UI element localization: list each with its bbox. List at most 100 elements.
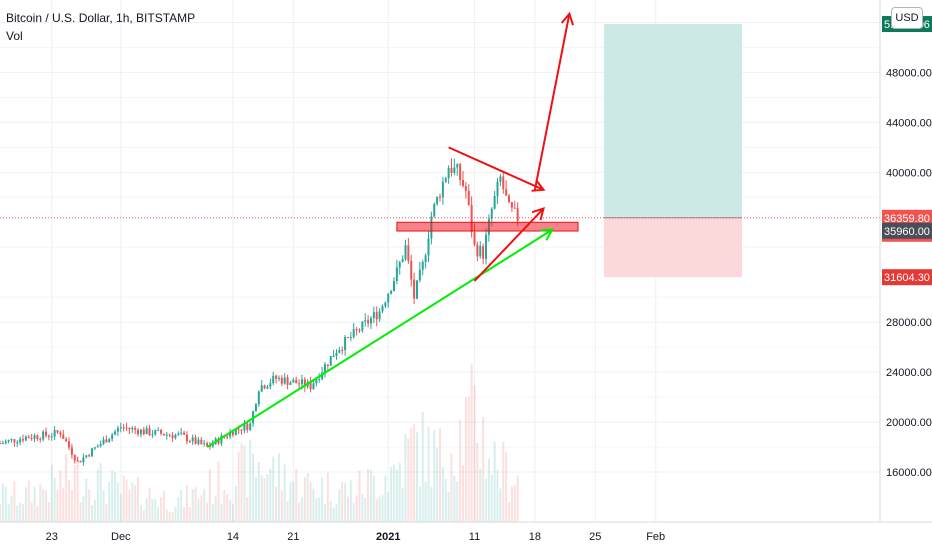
volume-bar — [318, 497, 321, 522]
candle-body — [326, 364, 329, 366]
drawings[interactable] — [0, 11, 880, 448]
volume-bar — [177, 497, 180, 522]
candle-body — [413, 279, 416, 299]
volume-bar — [65, 454, 68, 522]
time-tick-label: 14 — [227, 531, 239, 543]
volume-bar — [456, 481, 459, 522]
candle-body — [375, 312, 378, 320]
triangle-lower-line-head[interactable] — [531, 207, 545, 221]
volume-bar — [33, 486, 36, 522]
candle-body — [473, 232, 476, 245]
triangle-lower-line[interactable] — [473, 207, 545, 282]
candle-body — [246, 423, 249, 430]
volume-bar — [367, 468, 370, 522]
symbol-legend-title[interactable]: Bitcoin / U.S. Dollar, 1h, BITSTAMP — [6, 11, 196, 25]
candle-body — [309, 381, 312, 390]
volume-bar — [490, 474, 493, 522]
breakout-arrow-head[interactable] — [560, 11, 574, 26]
candle-body — [450, 167, 453, 173]
volume-bar — [516, 475, 519, 522]
volume-bar — [231, 503, 234, 522]
volume-bar — [134, 485, 137, 522]
candle-body — [384, 302, 387, 307]
candle-body — [185, 434, 188, 442]
volume-bar — [211, 503, 214, 522]
price-tick-label: 20000.00 — [886, 417, 932, 429]
candle-body — [1, 443, 4, 445]
volume-bar — [421, 411, 424, 522]
candle-body — [464, 186, 467, 191]
candle-body — [476, 244, 479, 257]
breakout-arrow[interactable] — [533, 13, 571, 191]
candle-body — [303, 379, 306, 387]
triangle-upper-line-head[interactable] — [531, 179, 546, 192]
volume-bar — [338, 489, 341, 522]
candle-body — [168, 434, 171, 436]
stop-price-label: 31604.30 — [884, 272, 930, 284]
candle-body — [180, 432, 183, 434]
candle-body — [361, 321, 364, 331]
target-zone[interactable] — [603, 24, 742, 218]
candle-body — [171, 435, 174, 438]
candle-body — [183, 432, 186, 435]
volume-bar — [450, 453, 453, 522]
volume-bar — [171, 512, 174, 522]
volume-bar — [312, 488, 315, 522]
time-axis[interactable] — [0, 522, 932, 550]
candle-body — [349, 337, 352, 339]
candle-body — [203, 443, 206, 445]
volume-bar — [19, 502, 22, 522]
volume-bar — [91, 505, 94, 522]
price-tick-label: 16000.00 — [886, 467, 932, 479]
volume-bar — [413, 423, 416, 522]
volume-bar — [191, 488, 194, 522]
time-tick-label: 25 — [589, 531, 601, 543]
volume-bar — [76, 456, 79, 522]
resistance-zone[interactable] — [396, 221, 579, 232]
volume-legend-label[interactable]: Vol — [6, 29, 23, 43]
candle-body — [505, 189, 508, 196]
volume-bar — [257, 461, 260, 522]
candle-body — [128, 427, 131, 430]
volume-bar — [372, 475, 375, 522]
volume-bar — [185, 485, 188, 522]
time-tick-label: 23 — [46, 531, 58, 543]
volume-bar — [197, 498, 200, 522]
candle-body — [283, 377, 286, 384]
candle-body — [407, 245, 410, 261]
volume-bar — [73, 464, 76, 522]
volume-bar — [234, 486, 237, 522]
candle-body — [91, 448, 94, 457]
line-value-label-bg — [882, 222, 932, 239]
candle-body — [378, 311, 381, 320]
candle-body — [229, 431, 232, 437]
volume-bar — [70, 489, 73, 522]
candle-body — [142, 429, 145, 435]
volume-bar — [358, 470, 361, 522]
position-zones[interactable] — [603, 24, 742, 278]
support-trendline-head[interactable] — [540, 228, 554, 241]
stop-zone[interactable] — [603, 217, 742, 278]
volume-bar — [467, 396, 470, 522]
support-trendline[interactable] — [206, 228, 553, 448]
volume-bar — [349, 479, 352, 522]
candle-body — [502, 176, 505, 190]
volume-bar — [56, 489, 59, 522]
candle-body — [364, 320, 367, 322]
candle-body — [108, 439, 111, 443]
volume-bar — [395, 469, 398, 522]
volume-bar — [125, 479, 128, 522]
volume-bar — [79, 502, 82, 522]
candle-body — [114, 431, 117, 435]
candle-body — [165, 434, 168, 436]
volume-bar — [375, 499, 378, 522]
candle-body — [30, 438, 33, 440]
volume-bar — [280, 490, 283, 522]
candle-body — [56, 430, 59, 433]
price-tick-label: 44000.00 — [886, 117, 932, 129]
currency-button[interactable]: USD — [891, 7, 923, 29]
volume-bar — [323, 504, 326, 522]
triangle-upper-line[interactable] — [448, 146, 544, 191]
